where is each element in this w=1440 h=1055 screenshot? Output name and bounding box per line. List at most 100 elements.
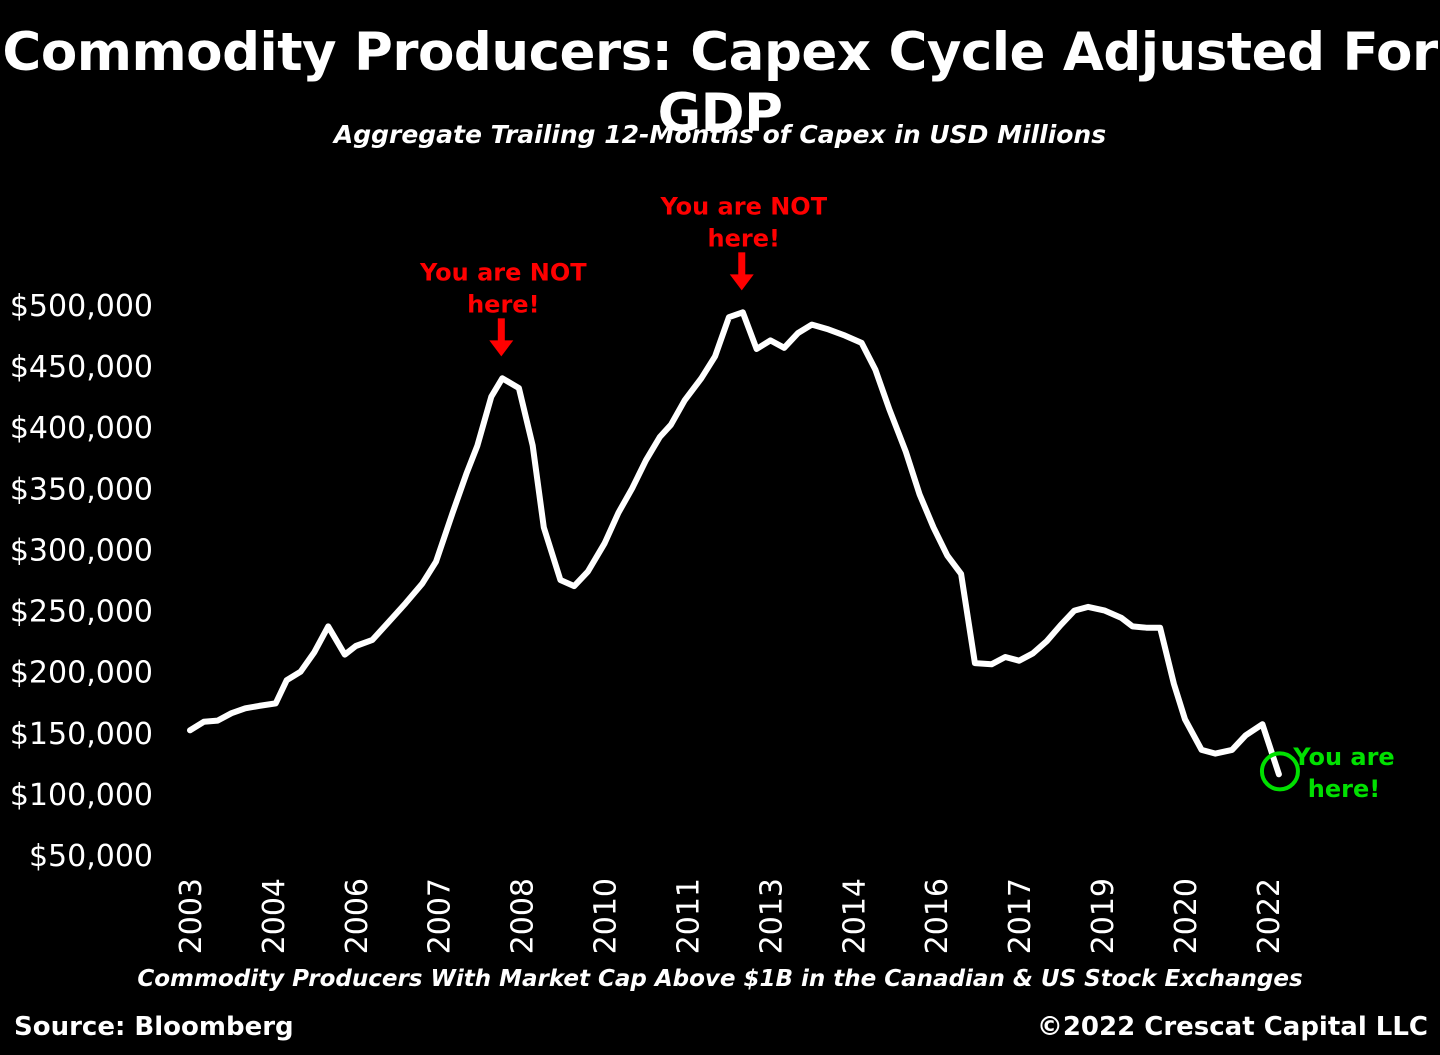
arrow-shaft <box>497 318 505 343</box>
data-point <box>532 445 534 447</box>
data-point <box>919 493 921 495</box>
annotation-text: here! <box>467 290 539 318</box>
data-point <box>783 347 785 349</box>
data-point <box>421 583 423 585</box>
x-tick-label: 2006 <box>340 878 375 954</box>
data-point <box>728 316 730 318</box>
data-point <box>874 369 876 371</box>
data-point <box>501 377 503 379</box>
data-point <box>587 570 589 572</box>
source-note: Source: Bloomberg <box>14 1012 294 1042</box>
data-point <box>617 512 619 514</box>
data-point <box>1060 624 1062 626</box>
data-point <box>659 436 661 438</box>
data-point <box>231 712 232 714</box>
data-point <box>300 671 302 673</box>
x-tick-label: 2011 <box>671 878 706 954</box>
y-axis-tick-labels: $50,000 $100,000 $150,000 $200,000 $250,000 $… <box>10 289 153 874</box>
x-tick-label: 2003 <box>174 878 209 954</box>
annotation-text: You are NOT <box>419 258 587 286</box>
you-are-here-circle <box>1259 751 1300 792</box>
data-point <box>189 729 191 731</box>
data-point <box>1214 753 1216 755</box>
y-tick-label: $150,000 <box>10 717 153 752</box>
x-axis-tick-labels: 2003 2004 2006 2007 2008 2010 2011 2013 2014 2016… <box>174 878 1287 954</box>
data-point <box>1184 718 1186 720</box>
data-point <box>1046 640 1048 642</box>
data-point <box>933 526 934 528</box>
y-tick-label: $400,000 <box>10 411 153 446</box>
y-tick-label: $450,000 <box>10 350 153 385</box>
data-point <box>371 639 373 641</box>
data-point <box>286 679 288 681</box>
y-tick-label: $500,000 <box>10 289 153 324</box>
data-point <box>203 721 205 723</box>
data-point <box>1104 610 1106 612</box>
x-tick-label: 2004 <box>257 878 292 954</box>
x-tick-label: 2014 <box>837 878 872 954</box>
data-point <box>769 339 771 341</box>
data-point <box>714 355 716 357</box>
data-point <box>700 377 702 379</box>
arrow-shaft <box>738 252 746 277</box>
data-point <box>327 625 329 627</box>
capex-series-line <box>187 309 1282 778</box>
x-tick-label: 2008 <box>506 878 541 954</box>
data-point <box>244 707 246 709</box>
data-point <box>1159 627 1161 629</box>
data-point <box>1261 723 1263 725</box>
annotation-text: here! <box>708 224 780 252</box>
data-point <box>217 720 219 722</box>
x-tick-label: 2013 <box>754 878 789 954</box>
x-axis-caption: Commodity Producers With Market Cap Abov… <box>137 966 1303 992</box>
annotations-group: You are NOT here! You are NOT here! You are h… <box>419 192 1395 803</box>
data-point <box>405 602 407 604</box>
copyright-note: ©2022 Crescat Capital LLC <box>1036 1012 1428 1042</box>
chart-subtitle: Aggregate Trailing 12-Months of Capex in… <box>333 120 1107 149</box>
y-tick-label: $300,000 <box>10 533 153 568</box>
data-point <box>1087 606 1089 608</box>
data-point <box>388 621 390 623</box>
data-point <box>645 459 647 461</box>
data-point <box>1145 627 1147 629</box>
data-point <box>604 542 606 544</box>
data-point <box>811 324 813 326</box>
data-point <box>1073 610 1075 612</box>
data-point <box>631 487 633 489</box>
data-point <box>946 555 948 557</box>
chart-title: Commodity Producers: Capex Cycle Adjuste… <box>2 22 1438 144</box>
x-tick-label: 2007 <box>423 878 458 954</box>
data-point <box>1245 734 1247 736</box>
arrow-down-icon <box>489 340 514 357</box>
data-point <box>435 561 437 563</box>
data-point <box>1132 625 1133 627</box>
data-point <box>476 445 478 447</box>
data-point <box>1231 749 1233 751</box>
y-tick-label: $250,000 <box>10 595 153 630</box>
x-tick-label: 2010 <box>589 878 624 954</box>
data-point <box>670 424 672 426</box>
data-point <box>355 645 357 647</box>
x-tick-label: 2020 <box>1169 878 1204 954</box>
series-group <box>187 309 1282 778</box>
y-tick-label: $50,000 <box>29 839 153 874</box>
annotation-text: here! <box>1308 775 1380 803</box>
x-tick-label: 2016 <box>920 878 955 954</box>
x-tick-label: 2019 <box>1086 878 1121 954</box>
y-tick-label: $200,000 <box>10 656 153 691</box>
x-tick-label: 2017 <box>1003 878 1038 954</box>
data-point <box>684 399 686 401</box>
data-point <box>465 473 467 475</box>
data-point <box>518 387 520 389</box>
arrow-down-icon <box>729 274 754 291</box>
data-point <box>797 332 799 334</box>
y-tick-label: $350,000 <box>10 472 153 507</box>
data-point <box>1278 773 1280 775</box>
data-point <box>1032 652 1034 654</box>
data-point <box>960 573 962 575</box>
data-point <box>1173 683 1175 685</box>
data-point <box>573 585 575 587</box>
data-point <box>756 348 758 350</box>
data-point <box>1018 660 1020 662</box>
